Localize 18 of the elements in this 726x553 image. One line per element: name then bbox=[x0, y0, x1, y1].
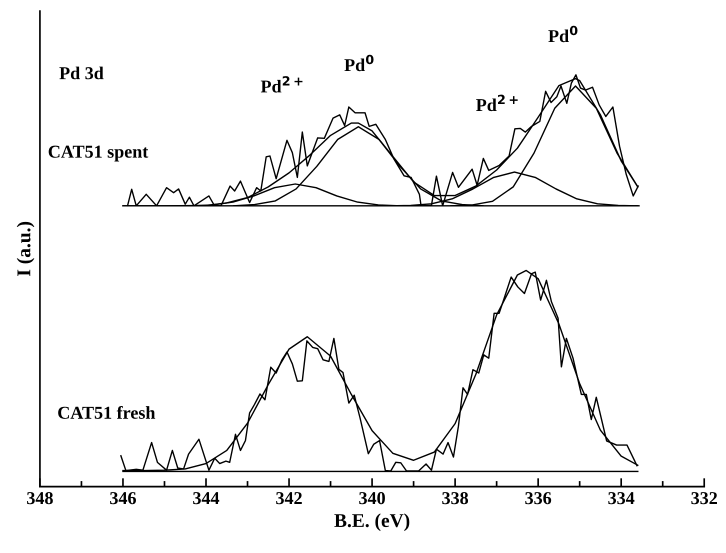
x-tick-label: 344 bbox=[193, 492, 220, 504]
x-tick-label: 336 bbox=[525, 492, 552, 504]
text: Pd$^{0}$ bbox=[344, 54, 374, 72]
x-tick-label: 332 bbox=[691, 492, 717, 504]
x-tick-label: 338 bbox=[442, 492, 468, 504]
x-tick-label: 334 bbox=[608, 492, 634, 504]
x-tick-label: 340 bbox=[359, 492, 385, 504]
annotation: CAT51 fresh bbox=[58, 406, 156, 419]
x-tick-label: 348 bbox=[27, 492, 53, 504]
y-axis-title: I (a.u.) bbox=[16, 222, 34, 276]
x-tick-label: 346 bbox=[110, 492, 136, 504]
annotation: Pd 3d bbox=[59, 66, 104, 80]
x-axis-title: B.E. (eV) bbox=[334, 513, 410, 532]
x-tick-label: 342 bbox=[276, 492, 302, 504]
annotation: CAT51 spent bbox=[48, 146, 148, 162]
text: Pd$^{0}$ bbox=[548, 26, 578, 42]
annotation: Pd$^{2+}$ bbox=[476, 94, 518, 112]
annotation: Pd$^{2+}$ bbox=[260, 76, 302, 93]
